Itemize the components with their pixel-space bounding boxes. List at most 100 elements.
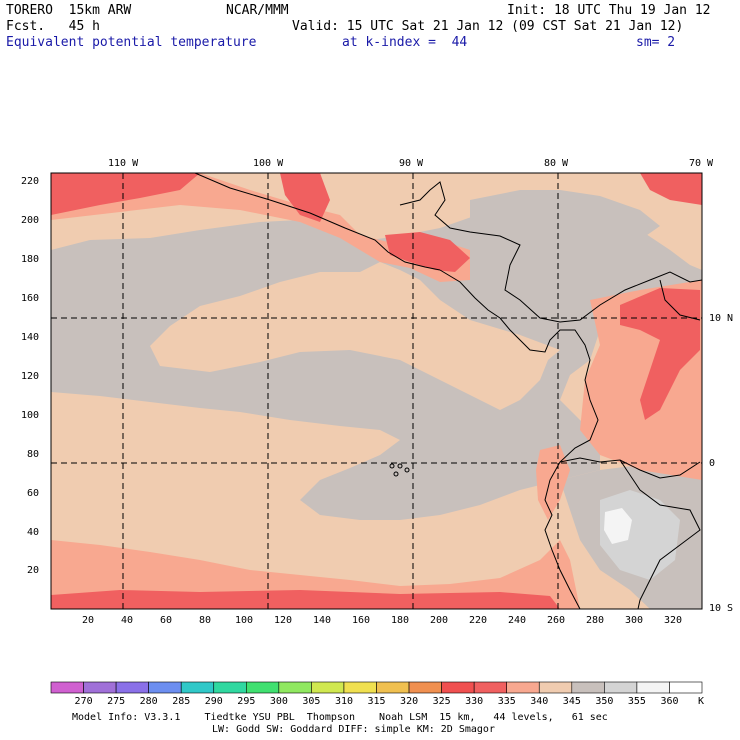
colorbar-swatch <box>604 681 638 694</box>
colorbar-swatch <box>83 681 117 694</box>
x-tick-100: 100 <box>235 615 254 626</box>
x-tick-60: 60 <box>160 615 173 626</box>
x-tick-140: 140 <box>313 615 332 626</box>
colorbar-label: 345 <box>562 696 581 707</box>
model-name: TORERO 15km ARW <box>6 3 132 18</box>
colorbar-label: 280 <box>139 696 158 707</box>
center-name: NCAR/MMM <box>226 3 289 18</box>
init-time: Init: 18 UTC Thu 19 Jan 12 <box>507 3 711 18</box>
map-frame <box>50 172 703 610</box>
colorbar-swatch <box>148 681 182 694</box>
colorbar-label: 360 <box>660 696 679 707</box>
x-tick-160: 160 <box>352 615 371 626</box>
colorbar-label: 315 <box>367 696 386 707</box>
x-tick-260: 260 <box>547 615 566 626</box>
colorbar-swatch <box>538 681 573 694</box>
coastline-mexico <box>194 173 441 271</box>
x-tick-200: 200 <box>430 615 449 626</box>
smoothing: sm= 2 <box>636 35 676 50</box>
y-tick-60: 60 <box>27 488 40 499</box>
island-galapagos-4 <box>393 471 399 477</box>
colorbar-swatch <box>473 681 507 694</box>
field-region-salmon-north <box>51 173 470 282</box>
colorbar-swatch <box>669 681 703 694</box>
field-region-red-south <box>51 590 560 609</box>
border-peru-brazil <box>619 459 701 609</box>
colorbar-label: 305 <box>302 696 321 707</box>
y-tick-40: 40 <box>27 527 40 538</box>
colorbar-label: 310 <box>334 696 353 707</box>
island-galapagos-1 <box>389 463 395 469</box>
y-tick-100: 100 <box>21 410 40 421</box>
y-tick-200: 200 <box>21 215 40 226</box>
border-colombia-venezuela <box>659 279 701 321</box>
level-index: at k-index = 44 <box>342 35 468 50</box>
y-tick-220: 220 <box>21 176 40 187</box>
coastline-caribbean <box>399 181 702 323</box>
coastline-central-america <box>439 269 591 361</box>
x-tick-40: 40 <box>121 615 134 626</box>
colorbar-swatch <box>246 681 280 694</box>
colorbar-label: 355 <box>627 696 646 707</box>
colorbar-swatch <box>311 681 345 694</box>
colorbar-label: 295 <box>237 696 256 707</box>
field-region-red-colombia <box>620 288 700 420</box>
footer-physics-info: LW: Godd SW: Goddard DIFF: simple KM: 2D… <box>212 724 495 735</box>
colorbar-label: 285 <box>172 696 191 707</box>
x-tick-120: 120 <box>274 615 293 626</box>
colorbar-swatch <box>343 681 377 694</box>
field-region-red-nw <box>51 173 200 215</box>
field-region-red-mexico <box>280 173 330 222</box>
island-galapagos-3 <box>404 467 410 473</box>
colorbar-swatch <box>506 681 540 694</box>
colorbar-label: 325 <box>432 696 451 707</box>
lon-label-100w: 100 W <box>253 158 284 169</box>
forecast-hour: Fcst. 45 h <box>6 19 100 34</box>
lon-label-70w: 70 W <box>689 158 714 169</box>
lat-label-10s: 10 S <box>709 603 734 614</box>
colorbar-label: 340 <box>530 696 549 707</box>
colorbar-swatch <box>278 681 312 694</box>
colorbar-label: 290 <box>204 696 223 707</box>
colorbar-swatch <box>408 681 442 694</box>
field-region-white <box>604 508 632 544</box>
x-tick-180: 180 <box>391 615 410 626</box>
y-tick-120: 120 <box>21 371 40 382</box>
y-tick-180: 180 <box>21 254 40 265</box>
x-tick-220: 220 <box>469 615 488 626</box>
field-region-red-caribbean <box>640 173 702 205</box>
coastline-south-america-west <box>544 359 599 609</box>
colorbar-label: 330 <box>465 696 484 707</box>
colorbar-unit: K <box>698 696 705 707</box>
border-colombia-ecuador-peru <box>559 457 701 479</box>
island-galapagos-2 <box>397 463 403 469</box>
colorbar-label: 275 <box>107 696 126 707</box>
colorbar-swatch <box>636 681 670 694</box>
field-name: Equivalent potential temperature <box>6 35 257 50</box>
y-tick-80: 80 <box>27 449 40 460</box>
x-tick-240: 240 <box>508 615 527 626</box>
colorbar-label: 320 <box>400 696 419 707</box>
map-field <box>51 173 702 609</box>
colorbar-swatch <box>441 681 475 694</box>
lat-label-10n: 10 N <box>709 313 734 324</box>
colorbar-label: 350 <box>595 696 614 707</box>
colorbar-swatch <box>50 681 84 694</box>
colorbar-label: 270 <box>74 696 93 707</box>
lon-label-80w: 80 W <box>544 158 569 169</box>
x-tick-80: 80 <box>199 615 212 626</box>
x-tick-300: 300 <box>625 615 644 626</box>
lat-label-0: 0 <box>709 458 716 469</box>
field-region-salmon-coast <box>536 445 570 520</box>
colorbar-swatch <box>180 681 215 694</box>
colorbar-swatch <box>376 681 410 694</box>
colorbar-swatch <box>213 681 247 694</box>
colorbar-swatch <box>571 681 605 694</box>
y-tick-140: 140 <box>21 332 40 343</box>
field-region-gray-west <box>51 205 702 520</box>
colorbar-label: 300 <box>269 696 288 707</box>
colorbar-swatch <box>115 681 149 694</box>
field-region-red-guatemala <box>385 232 470 272</box>
x-tick-320: 320 <box>664 615 683 626</box>
